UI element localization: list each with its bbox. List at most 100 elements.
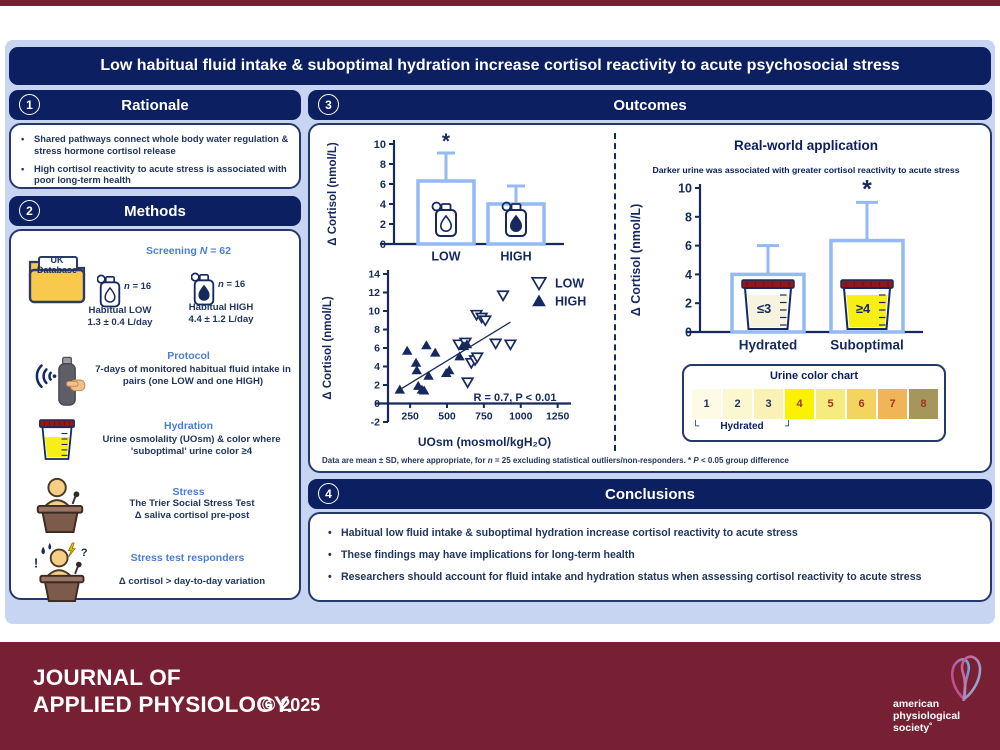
svg-text:12: 12 bbox=[368, 287, 380, 299]
svg-text:8: 8 bbox=[685, 210, 692, 224]
svg-text:6: 6 bbox=[380, 179, 386, 191]
responders-heading: Stress test responders bbox=[130, 552, 245, 564]
svg-text:Δ Cortisol (nmol/L): Δ Cortisol (nmol/L) bbox=[629, 204, 643, 316]
svg-text:?: ? bbox=[81, 547, 88, 559]
water-bottle-low-icon bbox=[97, 274, 121, 308]
hydration-text: Urine osmolality (UOsm) & color where 's… bbox=[102, 434, 281, 458]
svg-text:Suboptimal: Suboptimal bbox=[830, 338, 904, 353]
svg-text:8: 8 bbox=[374, 324, 380, 336]
journal-footer: JOURNAL OF APPLIED PHYSIOLOGY. © 2025 am… bbox=[0, 642, 1000, 750]
svg-text:*: * bbox=[862, 175, 872, 203]
uk-database-folder-icon bbox=[28, 256, 86, 304]
high-caption: Habitual HIGH 4.4 ± 1.2 L/day bbox=[188, 302, 254, 326]
conclusions-header-label: Conclusions bbox=[604, 485, 695, 503]
svg-text:!: ! bbox=[34, 555, 38, 570]
conclusion-bullet: These findings may have implications for… bbox=[326, 549, 974, 561]
stress-text: The Trier Social Stress Test Δ saliva co… bbox=[129, 498, 255, 522]
svg-text:LOW: LOW bbox=[431, 250, 460, 264]
outcomes-panel: 0 2 4 6 8 10 Δ Cortisol (nmol/L) LOW * HIGH -2 0 2 4… bbox=[308, 123, 992, 473]
svg-text:1250: 1250 bbox=[546, 411, 570, 423]
svg-text:≤3: ≤3 bbox=[757, 301, 771, 316]
low-n-label: n = 16 bbox=[124, 281, 152, 292]
conclusion-bullet: Habitual low fluid intake & suboptimal h… bbox=[326, 527, 974, 539]
aps-logo bbox=[950, 655, 982, 701]
low-caption: Habitual LOW 1.3 ± 0.4 L/day bbox=[87, 305, 153, 329]
conclusions-number-badge: 4 bbox=[318, 483, 339, 504]
methods-header: 2 Methods bbox=[9, 196, 301, 226]
outcomes-number-badge: 3 bbox=[318, 94, 339, 115]
svg-text:250: 250 bbox=[401, 411, 419, 423]
svg-text:Δ Cortisol (nmol/L): Δ Cortisol (nmol/L) bbox=[327, 142, 339, 246]
svg-text:HIGH: HIGH bbox=[555, 295, 586, 309]
stressed-podium-speaker-icon: ! ? bbox=[34, 542, 88, 602]
urine-color-bar-chart: 0 2 4 6 8 10 Δ Cortisol (nmol/L) Hydrated ≤3 Subo… bbox=[629, 175, 923, 353]
methods-panel: Screening N = 62 UK Database n = 16 n = … bbox=[9, 229, 301, 602]
rationale-bullet: Shared pathways connect whole body water… bbox=[19, 133, 291, 157]
top-accent-bar bbox=[0, 0, 1000, 6]
section-divider bbox=[614, 133, 616, 451]
urine-swatch-3: 3 bbox=[754, 389, 783, 419]
responders-text: Δ cortisol > day-to-day variation bbox=[118, 576, 266, 587]
rationale-header: 1 Rationale bbox=[9, 90, 301, 120]
figure-title: Low habitual fluid intake & suboptimal h… bbox=[9, 47, 991, 85]
svg-text:0: 0 bbox=[374, 398, 380, 410]
conclusion-bullet: Researchers should account for fluid int… bbox=[326, 571, 974, 583]
svg-text:10: 10 bbox=[374, 139, 386, 151]
cortisol-group-bar-chart: 0 2 4 6 8 10 Δ Cortisol (nmol/L) LOW * HIGH bbox=[327, 130, 564, 264]
svg-text:0: 0 bbox=[685, 326, 692, 340]
svg-text:LOW: LOW bbox=[555, 277, 584, 291]
urine-swatch-2: 2 bbox=[723, 389, 752, 419]
urine-swatch-5: 5 bbox=[816, 389, 845, 419]
cortisol-uosm-scatter-chart: -2 0 2 4 6 8 10 12 14 250 500 750 1000 1250 LOW HIGH R =… bbox=[322, 269, 586, 449]
rationale-bullet-list: Shared pathways connect whole body water… bbox=[11, 125, 299, 186]
svg-text:6: 6 bbox=[374, 343, 380, 355]
methods-header-label: Methods bbox=[124, 202, 186, 220]
svg-text:8: 8 bbox=[380, 159, 386, 171]
bracket-right: ┘ bbox=[784, 421, 792, 432]
svg-text:Δ Cortisol (nmol/L): Δ Cortisol (nmol/L) bbox=[322, 296, 334, 400]
urine-swatch-4: 4 bbox=[785, 389, 814, 419]
real-world-title: Real-world application bbox=[733, 138, 879, 153]
svg-text:1000: 1000 bbox=[509, 411, 533, 423]
uk-database-label: UK Database bbox=[36, 255, 78, 276]
rationale-panel: Shared pathways connect whole body water… bbox=[9, 123, 301, 189]
urine-swatch-7: 7 bbox=[878, 389, 907, 419]
conclusions-bullet-list: Habitual low fluid intake & suboptimal h… bbox=[310, 514, 990, 583]
svg-text:4: 4 bbox=[380, 199, 387, 211]
svg-text:750: 750 bbox=[475, 411, 493, 423]
svg-text:R = 0.7, P < 0.01: R = 0.7, P < 0.01 bbox=[474, 392, 557, 404]
podium-speaker-icon bbox=[36, 477, 84, 533]
svg-text:2: 2 bbox=[685, 297, 692, 311]
svg-text:2: 2 bbox=[374, 380, 380, 392]
figure-title-text: Low habitual fluid intake & suboptimal h… bbox=[100, 57, 900, 74]
real-world-subtitle: Darker urine was associated with greater… bbox=[652, 165, 960, 175]
svg-text:HIGH: HIGH bbox=[500, 250, 531, 264]
svg-text:6: 6 bbox=[685, 239, 692, 253]
rationale-header-label: Rationale bbox=[121, 96, 189, 114]
svg-text:4: 4 bbox=[685, 268, 692, 282]
outcomes-header: 3 Outcomes bbox=[308, 90, 992, 120]
urine-swatch-1: 1 bbox=[692, 389, 721, 419]
hydrated-range-label: └ Hydrated ┘ bbox=[692, 421, 792, 432]
copyright: © 2025 bbox=[262, 695, 321, 715]
svg-text:*: * bbox=[442, 130, 451, 153]
svg-text:10: 10 bbox=[678, 182, 692, 196]
aps-name: american physiological society˚ bbox=[893, 698, 961, 735]
svg-text:500: 500 bbox=[438, 411, 456, 423]
stress-heading: Stress bbox=[172, 486, 205, 498]
hydration-heading: Hydration bbox=[163, 420, 213, 432]
high-n-label: n = 16 bbox=[218, 279, 246, 290]
journal-name: JOURNAL OF APPLIED PHYSIOLOGY. bbox=[33, 665, 294, 717]
svg-text:-2: -2 bbox=[371, 417, 380, 429]
protocol-heading: Protocol bbox=[167, 350, 210, 362]
rationale-number-badge: 1 bbox=[19, 94, 40, 115]
bracket-left: └ bbox=[692, 421, 700, 432]
svg-text:Hydrated: Hydrated bbox=[739, 338, 798, 353]
urine-swatch-8: 8 bbox=[909, 389, 938, 419]
svg-text:14: 14 bbox=[368, 269, 380, 281]
conclusions-header: 4 Conclusions bbox=[308, 479, 992, 509]
svg-text:10: 10 bbox=[368, 306, 380, 318]
